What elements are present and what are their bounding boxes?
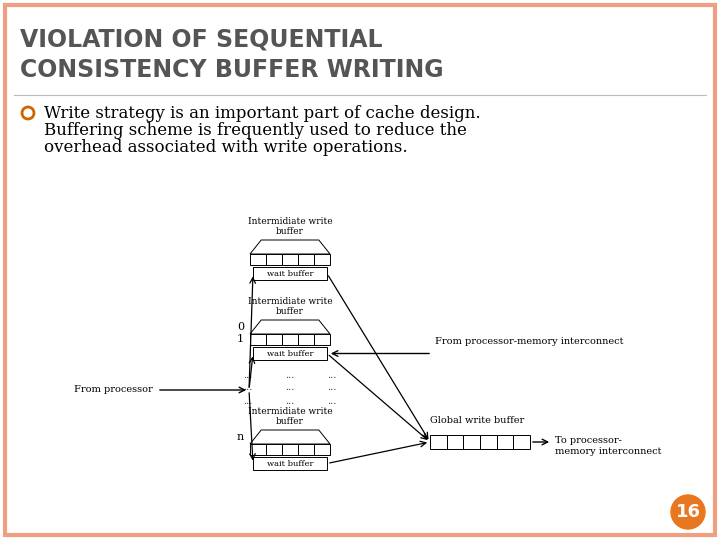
Bar bbox=[253, 347, 327, 360]
Circle shape bbox=[671, 495, 705, 529]
Bar bbox=[250, 334, 266, 345]
Bar bbox=[250, 254, 266, 265]
Text: ...: ... bbox=[328, 396, 337, 406]
Text: ...: ... bbox=[243, 383, 253, 393]
Bar bbox=[464, 435, 480, 449]
Polygon shape bbox=[250, 240, 330, 254]
Text: 0: 0 bbox=[237, 322, 244, 332]
Text: n: n bbox=[237, 432, 244, 442]
Text: wait buffer: wait buffer bbox=[266, 349, 313, 357]
Bar bbox=[253, 457, 327, 470]
Bar bbox=[266, 334, 282, 345]
Text: overhead associated with write operations.: overhead associated with write operation… bbox=[44, 139, 408, 156]
Text: memory interconnect: memory interconnect bbox=[555, 447, 662, 456]
Text: ...: ... bbox=[328, 383, 337, 393]
Polygon shape bbox=[250, 320, 330, 334]
Bar bbox=[282, 254, 298, 265]
Bar bbox=[497, 435, 513, 449]
Text: buffer: buffer bbox=[276, 227, 304, 236]
Bar bbox=[266, 444, 282, 455]
Bar bbox=[282, 334, 298, 345]
Text: Intermidiate write: Intermidiate write bbox=[248, 407, 333, 416]
Bar bbox=[446, 435, 464, 449]
Bar bbox=[314, 444, 330, 455]
Circle shape bbox=[22, 107, 34, 119]
Bar bbox=[513, 435, 530, 449]
Bar bbox=[250, 444, 266, 455]
Bar bbox=[314, 254, 330, 265]
Text: To processor-: To processor- bbox=[555, 436, 622, 445]
Text: ...: ... bbox=[285, 396, 294, 406]
Bar bbox=[430, 435, 446, 449]
Text: Write strategy is an important part of cache design.: Write strategy is an important part of c… bbox=[44, 105, 481, 122]
Text: 1: 1 bbox=[237, 334, 244, 345]
Text: ...: ... bbox=[328, 370, 337, 380]
Text: ...: ... bbox=[285, 383, 294, 393]
Text: From processor-memory interconnect: From processor-memory interconnect bbox=[435, 336, 624, 346]
Bar bbox=[298, 444, 314, 455]
Bar bbox=[298, 254, 314, 265]
Bar bbox=[480, 435, 497, 449]
Text: wait buffer: wait buffer bbox=[266, 269, 313, 278]
Text: buffer: buffer bbox=[276, 307, 304, 316]
Text: wait buffer: wait buffer bbox=[266, 460, 313, 468]
Bar bbox=[253, 267, 327, 280]
Bar bbox=[298, 334, 314, 345]
Bar bbox=[266, 254, 282, 265]
Text: 16: 16 bbox=[675, 503, 701, 521]
Text: VIOLATION OF SEQUENTIAL: VIOLATION OF SEQUENTIAL bbox=[20, 28, 382, 52]
Text: Intermidiate write: Intermidiate write bbox=[248, 217, 333, 226]
Text: ...: ... bbox=[285, 370, 294, 380]
Text: Buffering scheme is frequently used to reduce the: Buffering scheme is frequently used to r… bbox=[44, 122, 467, 139]
Text: ...: ... bbox=[243, 370, 253, 380]
Text: Global write buffer: Global write buffer bbox=[430, 416, 524, 425]
Bar bbox=[314, 334, 330, 345]
Polygon shape bbox=[250, 430, 330, 444]
Text: From processor: From processor bbox=[74, 386, 153, 395]
Text: Intermidiate write: Intermidiate write bbox=[248, 297, 333, 306]
Text: buffer: buffer bbox=[276, 417, 304, 426]
Bar bbox=[282, 444, 298, 455]
Text: CONSISTENCY BUFFER WRITING: CONSISTENCY BUFFER WRITING bbox=[20, 58, 444, 82]
Text: ...: ... bbox=[243, 396, 253, 406]
